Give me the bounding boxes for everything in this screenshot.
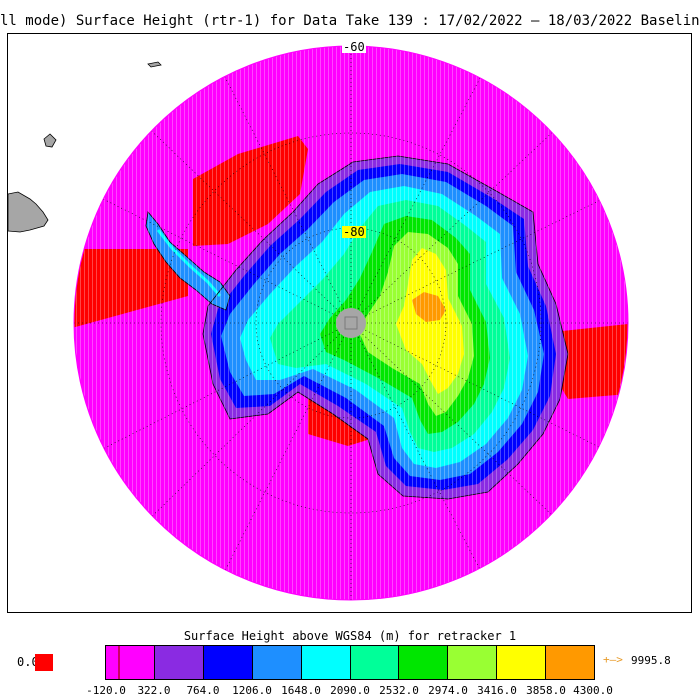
antarctic-map — [8, 45, 629, 601]
colorbar-tick-label: 3416.0 — [477, 684, 517, 697]
graticule-lat-circle — [160, 132, 542, 514]
lat-label-60: -60 — [342, 40, 366, 54]
colorbar-cell — [399, 646, 449, 679]
lat-label-80: -80 — [342, 225, 366, 239]
colorbar-cell — [497, 646, 547, 679]
figure-title: ll mode) Surface Height (rtr-1) for Data… — [0, 13, 700, 29]
colorbar-tick-label: 1206.0 — [232, 684, 272, 697]
missing-data-swatch — [35, 654, 53, 671]
colorbar-cell — [252, 646, 302, 679]
missing-data-label: 0.0 — [17, 655, 39, 669]
colorbar-tick-label: 764.0 — [186, 684, 220, 697]
colorbar-cell — [203, 646, 253, 679]
overflow-value: 9995.8 — [631, 654, 671, 667]
pole-marker — [344, 316, 358, 330]
colorbar-tick-label: 3858.0 — [526, 684, 566, 697]
colorbar-tick-label: 2090.0 — [330, 684, 370, 697]
colorbar-tick-label: -120.0 — [86, 684, 126, 697]
graticule-lat-circle — [255, 227, 447, 419]
colorbar-cell — [301, 646, 351, 679]
colorbar-cell — [106, 646, 155, 679]
colorbar-title: Surface Height above WGS84 (m) for retra… — [183, 629, 517, 643]
overflow-arrow-icon: +–> — [603, 653, 623, 666]
pole-hole — [336, 308, 366, 338]
colorbar-cell — [154, 646, 204, 679]
colorbar-tick-label: 4300.0 — [573, 684, 613, 697]
colorbar — [105, 645, 595, 680]
colorbar-tick-label: 1648.0 — [281, 684, 321, 697]
colorbar-cell — [448, 646, 498, 679]
colorbar-cell — [546, 646, 595, 679]
map-panel: -60 -80 — [7, 33, 692, 613]
colorbar-tick-label: 2532.0 — [379, 684, 419, 697]
colorbar-tick-label: 322.0 — [137, 684, 171, 697]
small-island — [147, 61, 162, 68]
south-america-landmass — [8, 191, 49, 233]
colorbar-cell — [350, 646, 400, 679]
colorbar-tick-label: 2974.0 — [428, 684, 468, 697]
falkland-islands — [43, 133, 57, 148]
underflow-marker — [118, 646, 120, 679]
